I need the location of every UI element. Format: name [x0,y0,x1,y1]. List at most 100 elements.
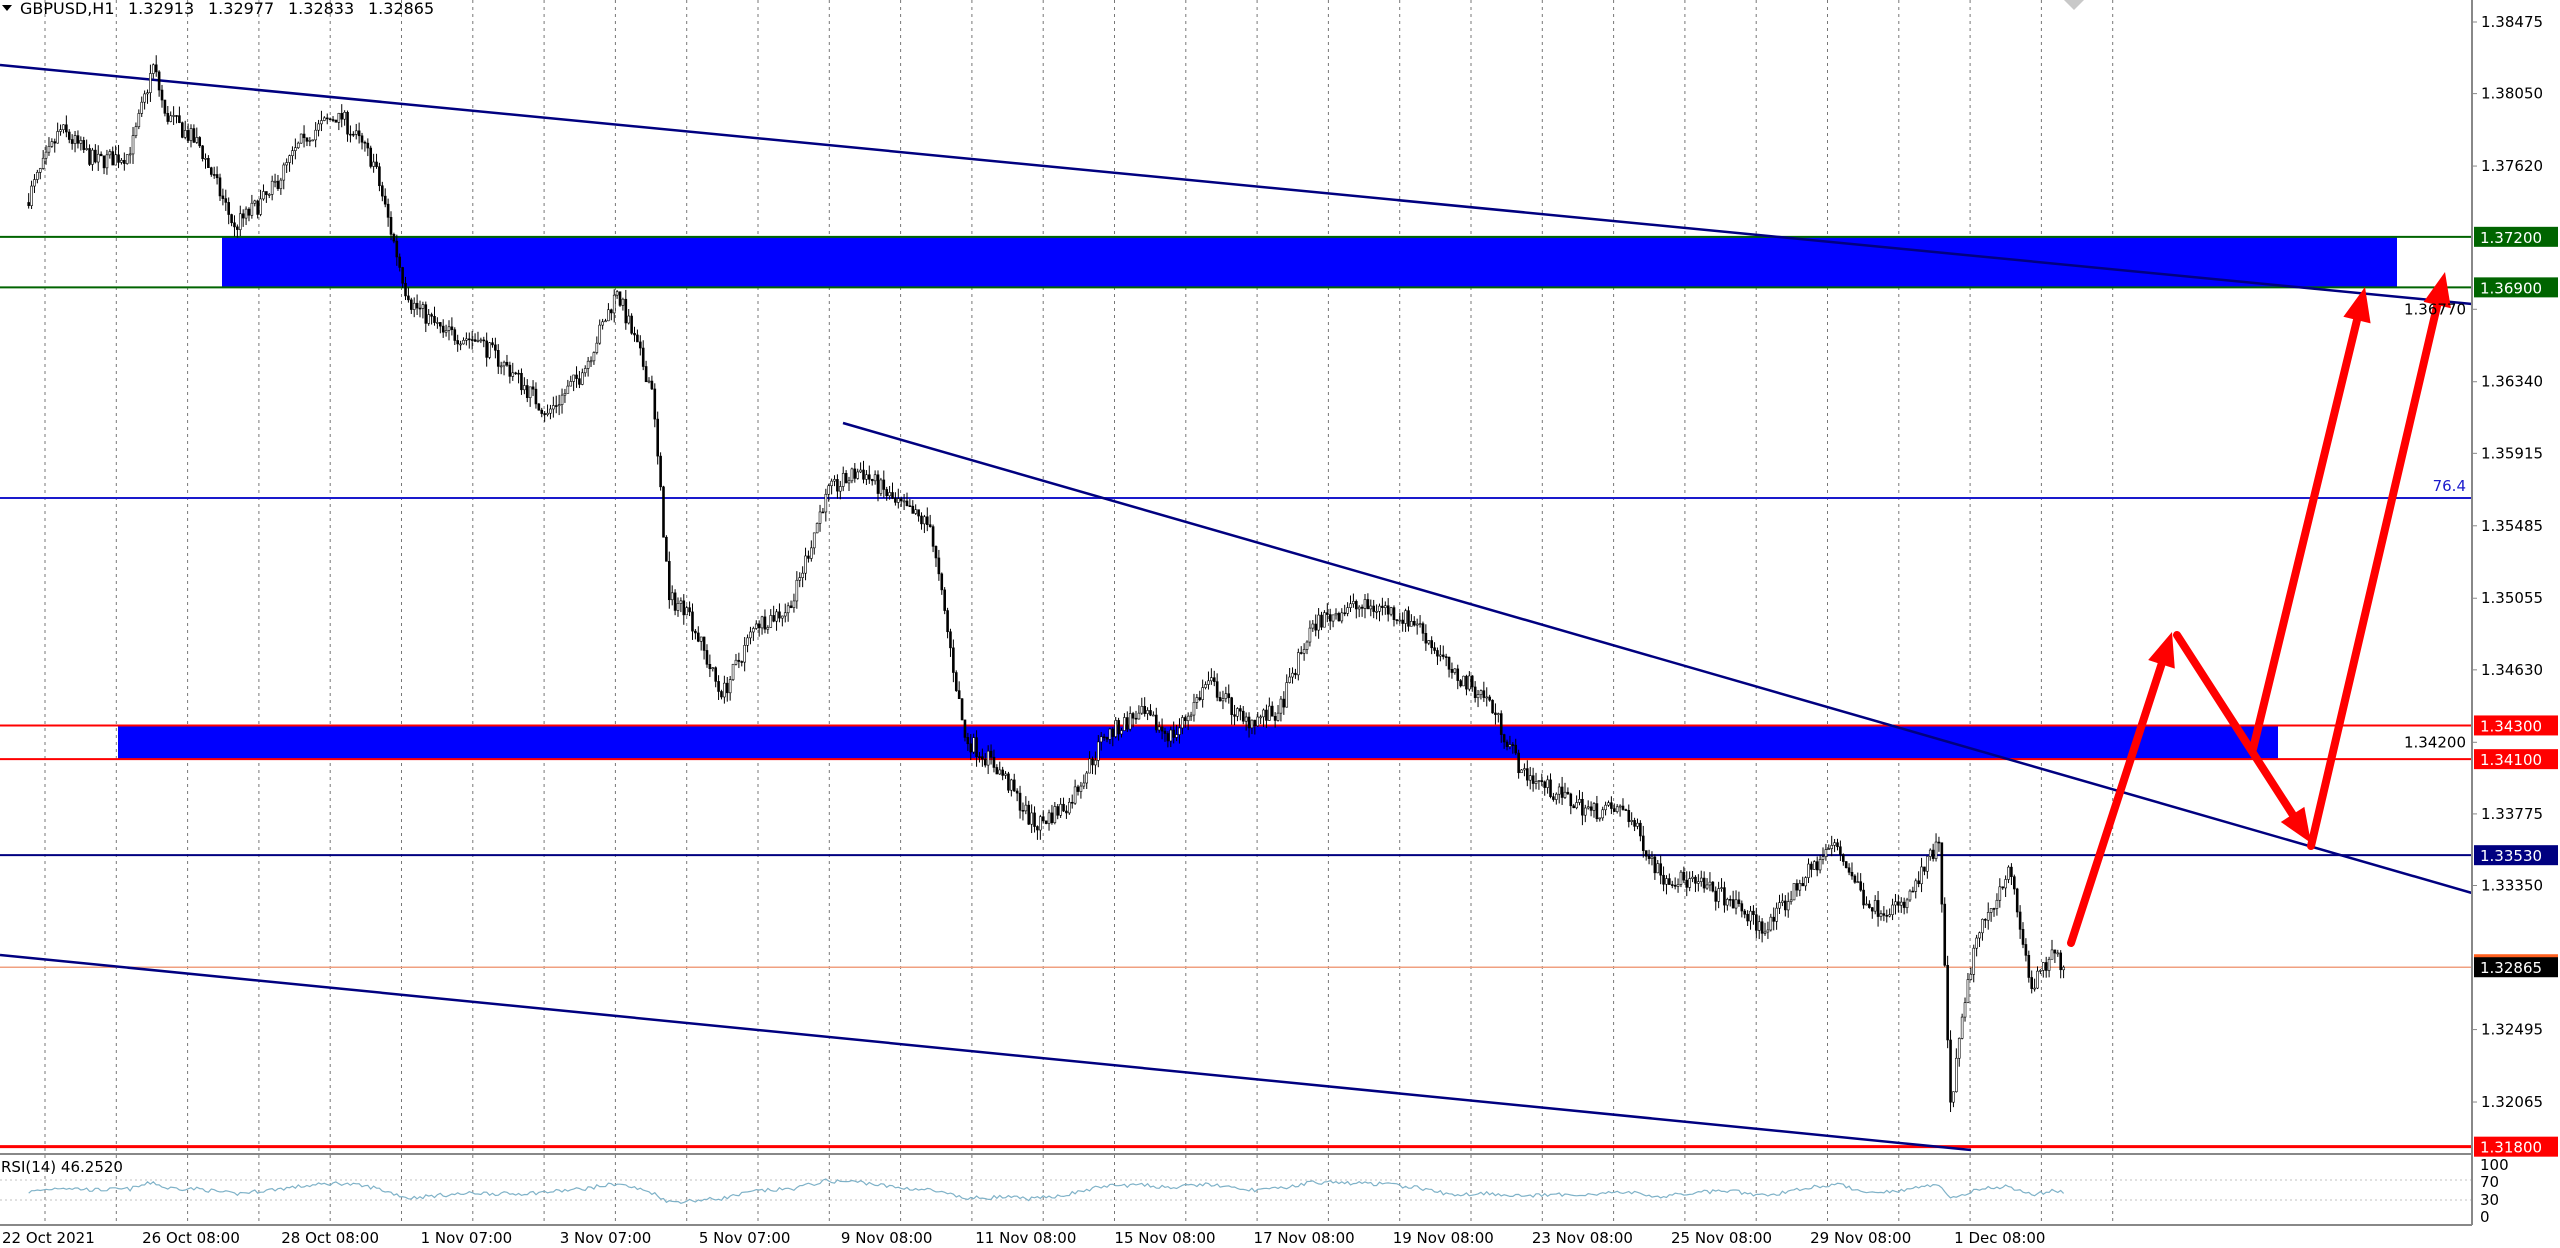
scroll-marker-icon[interactable] [2064,0,2084,10]
forecast-arrow-up-3[interactable] [2307,301,2442,850]
candle-body [2056,952,2060,955]
candle-body [554,405,558,407]
candle-body [404,282,407,297]
candle-body [250,202,254,216]
candle-body [79,140,83,144]
candle-body [427,314,430,324]
candle-body [743,645,746,663]
candle-body [1711,881,1715,892]
candle-body [1992,908,1996,910]
candle-body [662,486,665,538]
middle-trendline[interactable] [842,421,2473,895]
candle-body [1789,899,1793,902]
candle-body [82,140,86,150]
candle-body [1378,605,1381,612]
level-price-label [2474,1136,2558,1157]
candle-body [1905,899,1909,908]
candle-body [1911,890,1915,893]
candle-body [1218,697,1222,702]
arrow-head-icon [2280,806,2311,843]
candle-body [1337,613,1341,622]
candle-body [1708,881,1712,886]
candle-body [1604,804,1607,811]
candle-body [1201,687,1204,700]
candle-body [111,151,115,166]
candle-body [917,509,920,517]
price-tick-label: 1.36340 [2481,373,2543,391]
candle-body [279,179,283,189]
candle-body [702,636,706,651]
candle-body [1821,856,1825,860]
upper-trendline[interactable] [0,63,2473,306]
candle-body [1607,802,1610,806]
horizontal-levels [0,235,2472,1149]
candle-body [1969,974,1973,980]
candle-body [1294,672,1297,676]
forecast-arrows [2067,272,2451,947]
forecast-arrow-up-2[interactable] [2249,316,2361,753]
candle-body [27,202,30,206]
candle-body [1807,863,1810,878]
candle-body [114,154,117,166]
candle-body [714,667,717,682]
price-axis[interactable]: 1.38475 1.38050 1.37620 1.36770 1.36340 1.359… [2404,13,2558,1157]
candle-body [1668,878,1671,885]
candle-body [1088,758,1091,774]
time-axis[interactable]: 22 Oct 2021 26 Oct 08:00 28 Oct 08:00 1 Nov… [2,1229,2045,1247]
candle-body [734,659,738,665]
candle-body [1647,855,1651,859]
candle-body [1763,931,1767,934]
candle-body [737,659,741,662]
candle-body [639,341,642,349]
candle-body [1641,835,1645,851]
candle-body [691,611,694,632]
candle-body [1204,684,1207,688]
candle-body [905,500,909,507]
candle-body [670,592,674,601]
candle-body [1004,773,1007,776]
candle-body [2050,949,2054,960]
candle-body [647,380,651,383]
supply-demand-zone[interactable] [118,725,2278,760]
candle-body [1740,903,1744,912]
candle-body [337,113,341,123]
candle-body [1094,760,1097,766]
lower-trendline[interactable] [0,953,1972,1152]
candle-body [181,122,184,138]
forecast-arrow-down[interactable] [2173,631,2297,819]
time-tick-label: 19 Nov 08:00 [1393,1229,1494,1247]
supply-demand-zone[interactable] [222,236,2397,288]
candle-body [1523,768,1526,771]
candle-body [105,154,109,169]
candle-body [969,743,973,753]
candle-body [1865,903,1868,906]
candle-body [1247,716,1251,729]
candle-body [1212,677,1216,682]
candle-body [1653,856,1657,874]
candle-body [685,607,688,616]
candle-body [244,208,248,219]
candle-body [1824,849,1828,858]
candle-body [534,388,538,405]
forecast-arrow-up-1[interactable] [2067,660,2166,947]
candle-body [1279,698,1283,714]
candle-body [1801,883,1805,887]
candle-body [552,405,555,410]
candle-body [856,471,860,479]
time-tick-label: 28 Oct 08:00 [281,1229,379,1247]
candle-body [407,295,410,301]
candle-body [1085,772,1089,784]
candle-body [1241,710,1245,722]
candle-body [1676,884,1680,887]
candle-body [1728,899,1732,901]
candle-body [673,592,677,611]
candle-body [1572,805,1576,809]
rsi-axis-30: 30 [2480,1191,2499,1209]
candle-body [412,302,416,310]
candle-body [1015,790,1019,794]
candle-body [1575,802,1578,809]
candle-body [1128,713,1132,730]
collapse-triangle-icon[interactable] [2,5,12,11]
candle-body [1949,1039,1952,1103]
